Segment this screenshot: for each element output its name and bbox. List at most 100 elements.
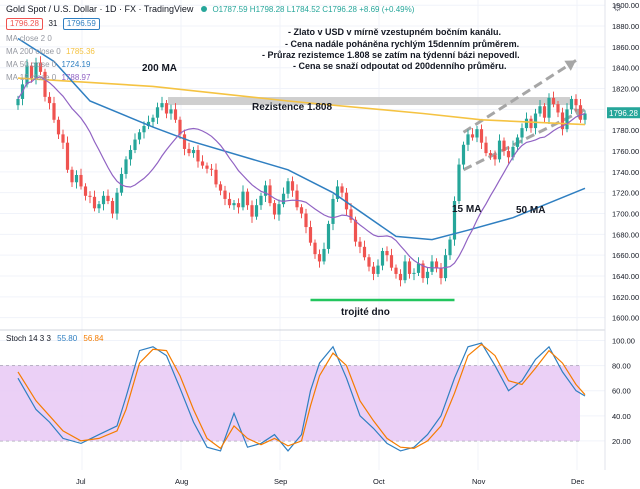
candle-body <box>484 142 488 154</box>
candle-body <box>529 118 533 129</box>
price-tick-label: 1900.00 <box>612 1 639 10</box>
time-tick-label: Aug <box>175 477 188 486</box>
ma15-line <box>17 76 586 269</box>
price-tick-label: 1660.00 <box>612 251 639 260</box>
candle-body <box>520 128 524 138</box>
status-dot-icon <box>200 6 207 12</box>
candle-body <box>227 198 232 206</box>
candle-body <box>245 191 250 206</box>
candle-body <box>133 139 137 150</box>
candle-body <box>497 140 502 160</box>
candle-body <box>79 174 83 187</box>
last-price-label: 1796.28 <box>609 109 638 118</box>
candle-body <box>290 181 295 191</box>
ma-legend-row-1[interactable]: MA close 2 0 <box>6 34 52 43</box>
ma50-line <box>17 37 586 241</box>
candle-body <box>200 161 205 166</box>
candle-body <box>178 119 182 135</box>
candle-body <box>448 239 452 256</box>
candle-body <box>268 185 272 204</box>
candle-body <box>457 164 461 202</box>
candle-body <box>331 198 335 224</box>
candle-body <box>151 117 155 122</box>
candle-body <box>142 126 146 133</box>
candle-body <box>128 149 133 160</box>
candle-body <box>286 181 290 194</box>
candle-body <box>191 149 196 154</box>
candle-body <box>407 261 412 274</box>
candle-body <box>565 109 569 130</box>
stoch-axis[interactable]: 20.00 40.00 60.00 80.00 100.00 <box>612 337 635 446</box>
candle-body <box>353 219 358 242</box>
price-axis[interactable]: 1600.00 1620.00 1640.00 1660.00 1680.00 1700.… <box>612 1 639 322</box>
candle-body <box>146 121 151 127</box>
candle-body <box>443 255 448 279</box>
candle-body <box>493 155 497 160</box>
candle-body <box>326 223 331 249</box>
candle-body <box>452 201 457 240</box>
ma50-legend-label: MA 50 close 0 <box>6 60 57 69</box>
settings-gear-icon[interactable]: ⚙ <box>613 3 622 14</box>
candle-body <box>232 203 236 206</box>
stoch-k-value: 55.80 <box>57 334 78 343</box>
ma15-legend[interactable]: MA 15 close 0 1788.97 <box>6 73 90 82</box>
candle-body <box>479 129 484 143</box>
candle-body <box>110 201 115 214</box>
price-tick-label: 1740.00 <box>612 168 639 177</box>
ohlc-values: O1787.59 H1798.28 L1784.52 C1796.28 +8.6… <box>212 5 415 14</box>
candle-body <box>466 134 470 145</box>
resistance-label: Rezistence 1.808 <box>252 102 332 113</box>
stoch-tick-label: 20.00 <box>612 437 631 446</box>
ask-price[interactable]: 1796.59 <box>62 18 100 30</box>
candle-body <box>164 103 169 114</box>
candle-body <box>241 191 245 208</box>
price-tick-label: 1680.00 <box>612 230 639 239</box>
candle-body <box>394 267 398 274</box>
candle-body <box>295 190 299 208</box>
candle-body <box>578 105 583 120</box>
resistance-zone <box>168 97 570 106</box>
ma200-legend[interactable]: MA 200 close 0 1785.36 <box>6 47 95 56</box>
candle-body <box>340 186 344 193</box>
stoch-legend[interactable]: Stoch 14 3 3 55.80 56.84 <box>6 334 103 343</box>
candle-body <box>205 165 209 169</box>
chart-header[interactable]: Gold Spot / U.S. Dollar · 1D · FX · Trad… <box>6 4 414 14</box>
candle-body <box>214 169 218 185</box>
candle-body <box>25 65 29 85</box>
candle-body <box>16 98 20 106</box>
candle-body <box>470 134 475 138</box>
ma50-legend[interactable]: MA 50 close 0 1724.19 <box>6 60 90 69</box>
time-axis[interactable]: JulAugSepOctNovDec2023 <box>76 477 640 486</box>
candle-body <box>380 251 385 266</box>
price-tick-label: 1620.00 <box>612 293 639 302</box>
candle-body <box>101 195 106 205</box>
candle-body <box>173 109 178 120</box>
ma15-label: 15 MA <box>452 204 481 215</box>
price-tick-label: 1600.00 <box>612 314 639 323</box>
price-tick-label: 1820.00 <box>612 85 639 94</box>
candle-body <box>304 213 308 228</box>
symbol-title[interactable]: Gold Spot / U.S. Dollar · 1D · FX · Trad… <box>6 4 194 14</box>
bid-price[interactable]: 1796.28 <box>6 18 43 30</box>
candle-body <box>34 62 38 79</box>
candle-body <box>506 151 511 158</box>
candle-body <box>574 98 578 106</box>
candle-body <box>416 263 421 273</box>
stoch-legend-label: Stoch 14 3 3 <box>6 334 51 343</box>
channel-lower-line <box>462 108 586 172</box>
candle-body <box>403 261 407 281</box>
candles <box>16 56 587 287</box>
candle-body <box>344 192 349 210</box>
candle-body <box>74 174 79 183</box>
candle-body <box>47 96 52 104</box>
price-tick-label: 1860.00 <box>612 43 639 52</box>
candle-body <box>115 192 119 214</box>
candle-body <box>124 159 128 174</box>
candle-body <box>524 118 529 129</box>
price-tick-label: 1760.00 <box>612 147 639 156</box>
candle-body <box>29 65 34 79</box>
candle-body <box>299 207 304 214</box>
time-tick-label: Oct <box>373 477 386 486</box>
candle-body <box>488 153 493 156</box>
